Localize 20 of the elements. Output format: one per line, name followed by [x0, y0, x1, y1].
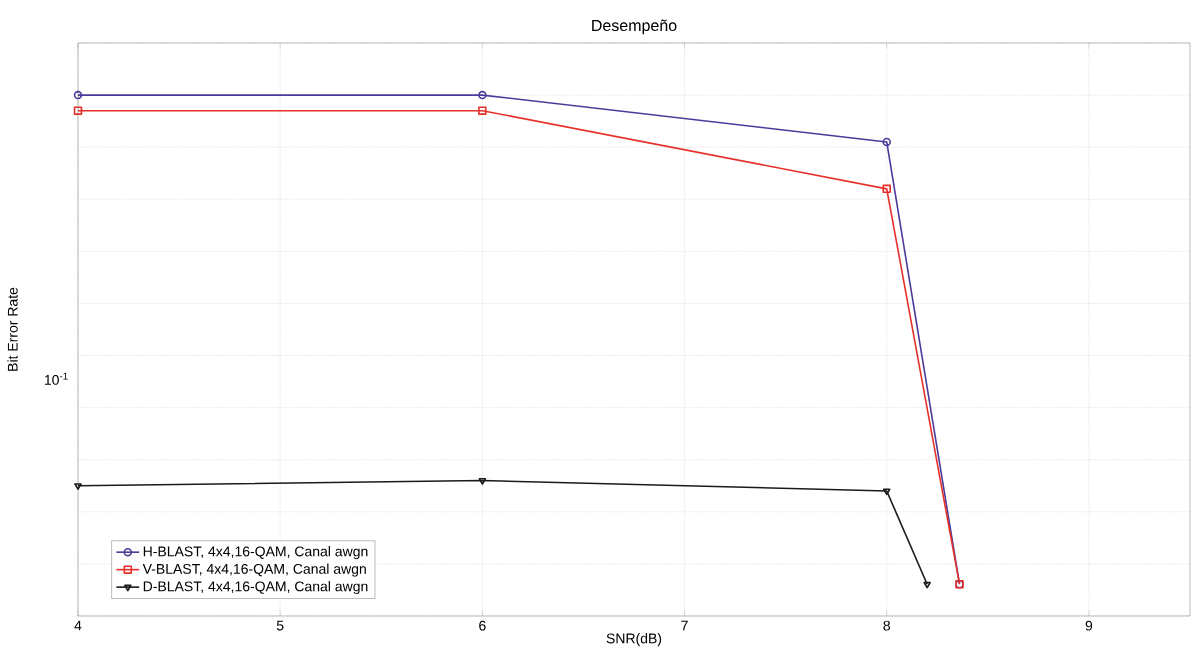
- text: 10$^{-1}$: [44, 372, 68, 385]
- point: [73, 106, 83, 115]
- legend-label: D-BLAST, 4x4,16-QAM, Canal awgn: [143, 581, 368, 595]
- point: [478, 478, 487, 485]
- legend-label: H-BLAST, 4x4,16-QAM, Canal awgn: [143, 546, 368, 560]
- x-tick-label: 8: [883, 620, 891, 631]
- x-tick-label: 6: [479, 620, 486, 631]
- point: [882, 184, 891, 194]
- legend-label: V-BLAST, 4x4,16-QAM, Canal awgn: [142, 563, 366, 577]
- point: [478, 106, 487, 115]
- point: [882, 137, 891, 147]
- x-tick-label: 9: [1085, 620, 1093, 631]
- x-tick-label: 7: [681, 620, 688, 631]
- y-axis-title: Bit Error Rate: [7, 287, 18, 371]
- chart-title: Desempeño: [592, 19, 677, 35]
- x-tick-label: 5: [276, 620, 284, 631]
- point: [478, 90, 487, 100]
- x-axis-title: SNR(dB): [606, 633, 662, 647]
- point: [882, 488, 891, 496]
- x-tick-label: 4: [74, 620, 82, 631]
